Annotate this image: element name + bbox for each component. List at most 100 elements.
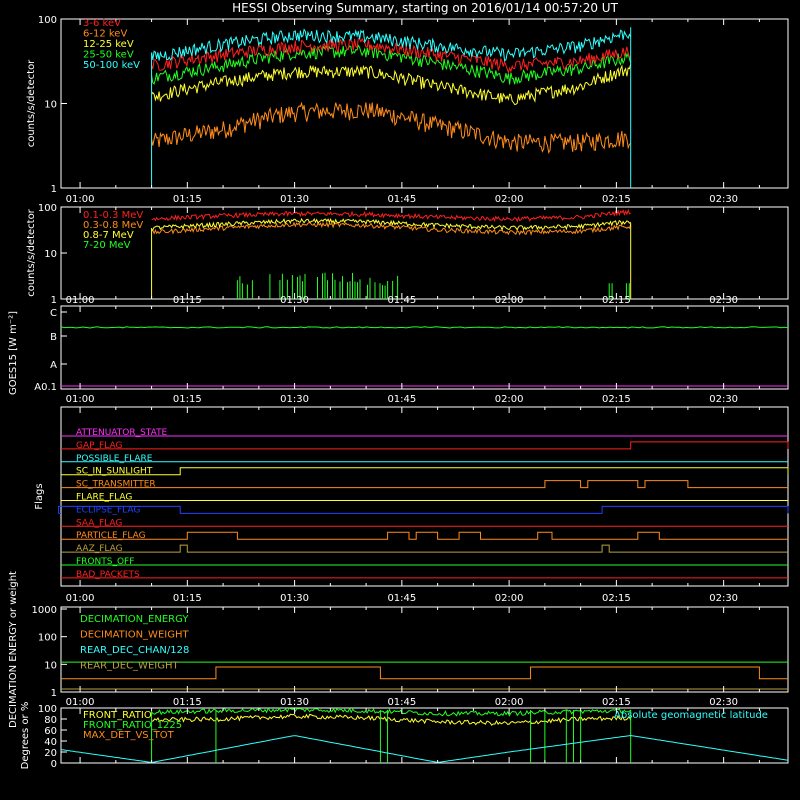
panel4-ylabel: Flags xyxy=(34,483,45,509)
panel2-xtick-label: 01:00 xyxy=(66,295,95,306)
panel4-xtick-label: 02:30 xyxy=(709,593,738,604)
panel4-flag-label: BAD_PACKETS xyxy=(76,570,140,580)
panel4-flag-label: GAP_FLAG xyxy=(76,441,122,451)
panel4-flag-label: FRONTS_OFF xyxy=(76,557,134,567)
panel4-flag-line xyxy=(61,544,788,553)
panel2-ylabel: counts/s/detector xyxy=(26,208,37,296)
panel1-xtick-label: 01:45 xyxy=(387,194,416,205)
panel1-xtick-label: 01:30 xyxy=(280,194,309,205)
figure-title: HESSI Observing Summary, starting on 201… xyxy=(232,1,618,15)
panel3-xtick-label: 01:30 xyxy=(280,394,309,405)
panel4-flag-label: ATTENUATOR_STATE xyxy=(76,428,168,438)
panel4-flag-line xyxy=(61,480,788,489)
panel4-xtick-label: 02:15 xyxy=(602,593,631,604)
panel4-flag-label: ECLIPSE_FLAG xyxy=(76,505,140,515)
panel6-ytick-label: 80 xyxy=(44,715,57,726)
panel6-series-line xyxy=(60,734,789,763)
panel4-xtick-label: 01:00 xyxy=(66,593,95,604)
panel4-xtick-label: 01:30 xyxy=(280,593,309,604)
panel2-series-line xyxy=(151,217,632,232)
panel3-ytick-label: B xyxy=(50,332,57,343)
panel3-xtick-label: 01:15 xyxy=(173,394,202,405)
panel4-flag-label: PARTICLE_FLAG xyxy=(76,531,146,541)
panel5-legend-entry: DECIMATION_WEIGHT xyxy=(80,630,189,641)
panel1-series-line xyxy=(151,101,632,154)
panel5-ytick-label: 100 xyxy=(38,633,57,644)
panel2-legend-entry: 7-20 MeV xyxy=(83,240,131,251)
panel1-ytick-label: 1 xyxy=(51,184,57,195)
panel6-series-line xyxy=(151,713,632,726)
panel1-xtick-label: 02:30 xyxy=(709,194,738,205)
panel4-flag-label: SAA_FLAG xyxy=(76,518,122,528)
panel6-series-line xyxy=(151,706,632,717)
panel1-series-line xyxy=(151,37,632,75)
panel1-xtick-label: 01:15 xyxy=(173,194,202,205)
panel3-ytick-label: A xyxy=(50,360,57,371)
panel5-ylabel: DECIMATION ENERGY or weight xyxy=(8,571,19,728)
panel1-xtick-label: 01:00 xyxy=(66,194,95,205)
panel1-legend-entry: 3-6 keV xyxy=(83,18,121,29)
panel2-ytick-label: 1 xyxy=(51,295,57,306)
panel4-flag-line xyxy=(61,467,789,476)
panels: 1 10 100 01:00 01:15 01:30 01:45 02:00 02:15 02:3… xyxy=(8,15,789,770)
panel2-ytick-label: 100 xyxy=(38,203,57,214)
panel4-flag-label: POSSIBLE_FLARE xyxy=(76,454,153,464)
panel6-ytick-label: 20 xyxy=(44,748,57,759)
panel5-weight-line xyxy=(61,666,788,680)
panel5-legend-entry: DECIMATION_ENERGY xyxy=(80,614,189,625)
panel1-series-line xyxy=(151,64,632,106)
panel5-xtick-label: 02:30 xyxy=(709,697,738,708)
panel5-legend-entry: REAR_DEC_CHAN/128 xyxy=(80,645,189,656)
panel2-series-line xyxy=(151,208,631,223)
panel5-xtick-label: 01:30 xyxy=(280,697,309,708)
panel4-flag-label: AAZ_FLAG xyxy=(76,544,123,554)
panel2-ytick-label: 10 xyxy=(44,249,57,260)
panel3-series-line xyxy=(60,326,789,329)
panel4-flag-line xyxy=(61,531,788,540)
panel4-frame xyxy=(60,406,789,587)
panel2-xtick-label: 01:15 xyxy=(173,295,202,306)
panel5-frame xyxy=(60,606,789,693)
panel3-xtick-label: 01:00 xyxy=(66,394,95,405)
panel4-xtick-label: 02:00 xyxy=(495,593,524,604)
panel6-frame xyxy=(60,707,789,764)
panel3-ylabel: GOES15 [W m⁻²] xyxy=(8,311,19,395)
panel4-flag-label: FLARE_FLAG xyxy=(76,493,132,503)
panel6-ytick-label: 100 xyxy=(38,704,57,715)
panel3-ytick-label: A0.1 xyxy=(34,382,57,393)
panel2-xtick-label: 02:30 xyxy=(709,295,738,306)
panel3-xtick-label: 02:00 xyxy=(495,394,524,405)
panel5-ytick-label: 1000 xyxy=(32,605,57,616)
panel1-series-line xyxy=(151,28,632,62)
panel3-xtick-label: 02:15 xyxy=(602,394,631,405)
panel6-ylabel: Degrees or % xyxy=(20,702,31,770)
panel6-legend-entry: FRONT_RATIO xyxy=(83,710,152,721)
panel3-ytick-label: C xyxy=(50,308,57,319)
panel1-legend-entry: 12-25 keV xyxy=(83,39,134,50)
panel6-ytick-label: 40 xyxy=(44,737,57,748)
panel2-series-line xyxy=(236,272,630,299)
panel1-ytick-label: 100 xyxy=(38,15,57,26)
panel4-flag-label: SC_TRANSMITTER xyxy=(76,480,156,490)
panel6-legend-entry: FRONT_RATIO_1225 xyxy=(83,720,182,731)
panel1-series-line xyxy=(151,44,632,85)
panel2-xtick-label: 01:30 xyxy=(280,295,309,306)
panel2-xtick-label: 02:00 xyxy=(495,295,524,306)
panel1-legend-entry: 50-100 keV xyxy=(83,60,140,71)
panel1-xtick-label: 02:15 xyxy=(602,194,631,205)
panel4-xtick-label: 01:45 xyxy=(387,593,416,604)
panel2-legend-entry: 0.1-0.3 MeV xyxy=(83,210,143,221)
panel6-legend-entry: Absolute geomagnetic latitude xyxy=(614,710,768,721)
panel5-xtick-label: 01:45 xyxy=(387,697,416,708)
panel1-xtick-label: 02:00 xyxy=(495,194,524,205)
panel5-ytick-label: 1 xyxy=(51,688,57,699)
panel4-flag-line xyxy=(61,441,789,450)
panel5-xtick-label: 01:00 xyxy=(66,697,95,708)
panel5-ytick-label: 10 xyxy=(44,660,57,671)
panel6-legend-entry: MAX_DET_VS_TOT xyxy=(83,730,175,741)
panel5-legend-entry: REAR_DEC_WEIGHT xyxy=(80,661,179,672)
panel4-flag-line xyxy=(58,505,789,514)
panel5-xtick-label: 01:15 xyxy=(173,697,202,708)
panel2-xtick-label: 01:45 xyxy=(387,295,416,306)
